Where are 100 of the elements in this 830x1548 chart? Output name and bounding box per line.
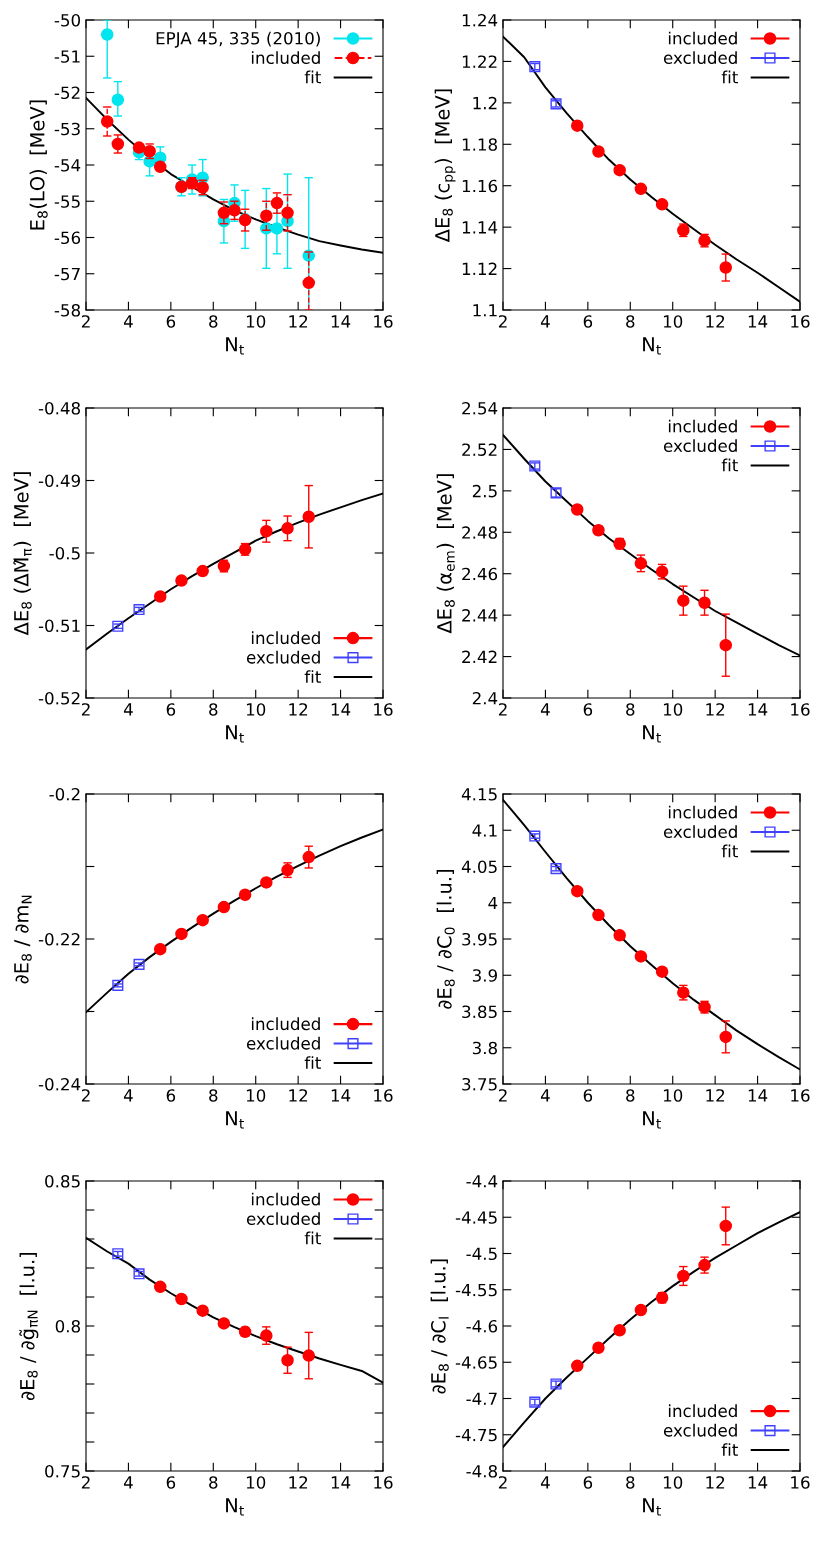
x-axis-title: N$_{t}$ (643, 337, 661, 355)
x-tick-label: 2 (498, 1476, 507, 1489)
x-axis-title: N$_{t}$ (643, 1498, 661, 1516)
x-tick-label: 2 (81, 703, 90, 716)
y-tick-label: 4.1 (472, 824, 497, 837)
x-tick-label: 2 (498, 1089, 507, 1102)
x-tick-label: 10 (663, 1476, 683, 1489)
x-tick-label: 8 (209, 1476, 218, 1489)
x-tick-label: 4 (540, 1476, 550, 1489)
y-tick-label: -4.8 (466, 1464, 497, 1478)
x-tick-label: 16 (374, 1476, 393, 1489)
x-tick-label: 12 (706, 1089, 725, 1102)
y-tick-label: 4 (488, 896, 498, 910)
x-tick-label: 12 (289, 1089, 308, 1102)
x-tick-label: 6 (583, 315, 593, 328)
y-tick-label: 3.8 (472, 1041, 497, 1055)
x-tick-label: 16 (791, 703, 810, 716)
x-tick-label: 6 (166, 315, 176, 328)
x-tick-label: 8 (626, 1476, 635, 1489)
x-tick-label: 16 (374, 315, 393, 328)
y-tick-label: -55 (54, 195, 80, 208)
x-tick-label: 12 (289, 315, 308, 328)
legend-label: included (251, 631, 320, 645)
y-tick-label: 2.42 (462, 650, 497, 663)
y-tick-label: -58 (54, 303, 80, 317)
x-tick-label: 10 (663, 703, 683, 716)
x-tick-label: 8 (626, 1089, 635, 1102)
x-tick-label: 8 (626, 315, 635, 328)
y-tick-label: -4.7 (466, 1392, 497, 1405)
x-tick-label: 2 (498, 703, 507, 716)
x-axis-title: N$_{t}$ (643, 725, 661, 743)
x-tick-label: 2 (81, 1476, 90, 1489)
y-tick-label: 3.85 (462, 1005, 497, 1019)
y-axis-title: ΔE$_{8}$ (ΔM̃$_{π}$) [MeV] (13, 472, 32, 636)
y-tick-label: -0.5 (49, 546, 80, 560)
legend-label: included (668, 419, 737, 433)
y-tick-label: -0.24 (38, 1077, 81, 1091)
y-tick-label: 4.05 (461, 860, 497, 874)
x-tick-label: 12 (706, 315, 725, 328)
y-tick-label: 1.14 (462, 221, 498, 234)
y-tick-label: -53 (54, 122, 80, 136)
y-tick-label: -56 (54, 231, 81, 245)
x-tick-label: 16 (374, 1089, 393, 1102)
y-tick-label: 2.44 (462, 609, 498, 622)
x-axis-title: N$_{t}$ (643, 1111, 661, 1129)
y-tick-label: -57 (54, 267, 80, 281)
legend-label: fit (304, 70, 321, 84)
y-axis-title: ∂E$_{8}$ / ∂m$_{N}$ (14, 895, 32, 984)
x-tick-label: 14 (331, 703, 351, 716)
y-tick-label: -4.45 (455, 1211, 497, 1224)
legend-label: fit (304, 1056, 321, 1069)
x-axis-title: N$_{t}$ (226, 337, 244, 355)
x-tick-label: 14 (748, 315, 768, 328)
x-tick-label: 4 (123, 1089, 133, 1102)
y-tick-label: 2.48 (462, 526, 497, 539)
x-tick-label: 10 (246, 1089, 266, 1102)
x-tick-label: 16 (374, 703, 393, 716)
x-tick-label: 10 (663, 315, 683, 328)
x-tick-label: 6 (166, 703, 176, 716)
legend-label: included (668, 1404, 737, 1418)
x-tick-label: 6 (166, 1476, 176, 1489)
x-tick-label: 4 (540, 703, 550, 716)
x-tick-label: 4 (540, 315, 550, 328)
x-tick-label: 6 (583, 703, 593, 716)
legend-label: fit (304, 1231, 321, 1245)
y-tick-label: -0.52 (38, 691, 80, 705)
x-tick-label: 2 (81, 315, 90, 328)
x-tick-label: 4 (123, 315, 133, 328)
x-tick-label: 2 (498, 315, 507, 328)
y-tick-label: 3.95 (462, 932, 497, 946)
legend-label: fit (721, 70, 738, 84)
legend-label: included (251, 51, 320, 65)
y-tick-label: 1.22 (462, 55, 497, 68)
y-axis-title: ∂E$_{8}$ / ∂g̃$_{πN}$ [l.u.] (19, 1252, 39, 1401)
x-axis-title: N$_{t}$ (226, 725, 244, 743)
y-tick-label: -4.55 (455, 1283, 497, 1297)
y-tick-label: -0.2 (49, 787, 80, 801)
y-axis-title: E$_{8}$(LO) [MeV] (29, 100, 48, 230)
x-tick-label: 4 (540, 1089, 550, 1102)
x-tick-label: 10 (663, 1089, 683, 1102)
x-tick-label: 14 (748, 1476, 768, 1489)
legend-label: fit (721, 458, 738, 472)
x-tick-label: 14 (331, 1476, 351, 1489)
x-tick-label: 4 (123, 1476, 133, 1489)
x-tick-label: 16 (791, 1476, 810, 1489)
x-tick-label: 6 (583, 1089, 593, 1102)
y-tick-label: -50 (54, 13, 81, 27)
y-tick-label: -4.6 (466, 1319, 498, 1333)
y-tick-label: -51 (54, 50, 80, 63)
x-tick-label: 14 (331, 315, 351, 328)
x-tick-label: 8 (209, 1089, 218, 1102)
legend-label: excluded (663, 1423, 737, 1437)
legend-label: included (668, 31, 737, 45)
x-tick-label: 14 (331, 1089, 351, 1102)
legend-label: excluded (246, 650, 320, 664)
x-tick-label: 10 (246, 315, 266, 328)
x-tick-label: 12 (289, 703, 308, 716)
x-tick-label: 12 (289, 1476, 308, 1489)
y-tick-label: -4.65 (455, 1356, 497, 1369)
y-tick-label: -52 (54, 86, 80, 100)
